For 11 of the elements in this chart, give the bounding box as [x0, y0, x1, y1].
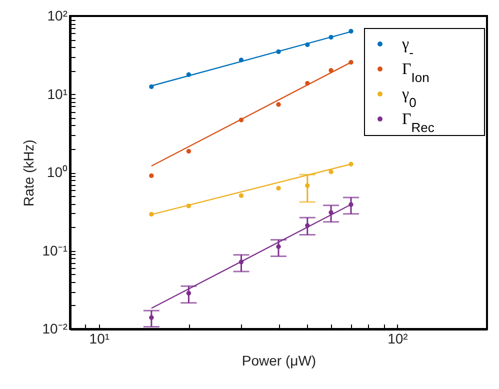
- legend-label: Γ$_{Rec}$: [402, 111, 435, 134]
- y-axis-title: Rate (kHz): [20, 140, 36, 206]
- legend-label: γ$_{0}$: [401, 86, 416, 110]
- legend-label: Γ$_{Ion}$: [402, 61, 430, 84]
- y-tick-label: 10²: [47, 8, 68, 24]
- y-tick-label: 10⁻¹: [42, 242, 68, 258]
- legend-label: γ$_{-}$: [401, 36, 414, 60]
- x-axis-title: Power (μW): [242, 352, 316, 368]
- y-tick-label: 10¹: [47, 86, 68, 102]
- y-tick-label: 10⁰: [46, 164, 68, 180]
- y-tick-label: 10⁻²: [42, 320, 68, 336]
